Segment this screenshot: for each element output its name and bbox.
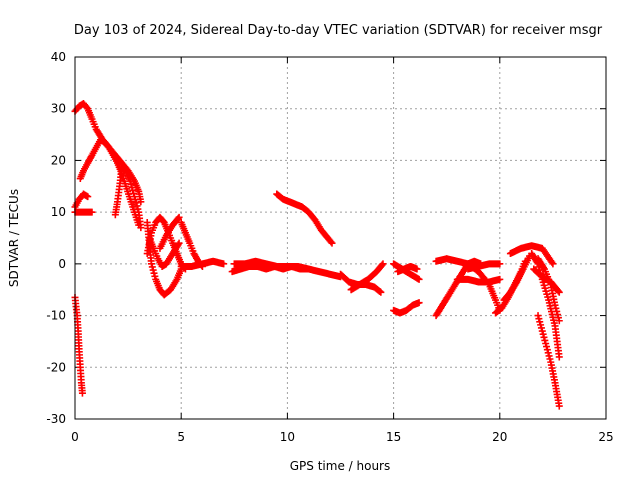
- data-point: [137, 224, 145, 232]
- x-tick-label: 0: [71, 430, 79, 444]
- series-arc-aa: [506, 242, 557, 268]
- data-point: [88, 208, 96, 216]
- y-tick-label: 10: [51, 205, 66, 219]
- data-point: [377, 288, 385, 296]
- series-arc-z: [500, 252, 534, 304]
- series-arc-c: [71, 190, 92, 211]
- chart-title: Day 103 of 2024, Sidereal Day-to-day VTE…: [74, 23, 603, 38]
- x-tick-label: 20: [492, 430, 507, 444]
- series-arc-d: [71, 208, 96, 216]
- data-point: [328, 239, 336, 247]
- data-point: [174, 214, 182, 222]
- data-point: [379, 260, 387, 268]
- series-arc-o: [273, 190, 336, 247]
- data-point: [78, 389, 86, 397]
- data-point: [496, 275, 504, 283]
- y-tick-label: 40: [51, 50, 66, 64]
- series-arc-n: [230, 257, 344, 281]
- series-arc-f: [111, 164, 145, 232]
- plot-frame: [74, 56, 607, 420]
- series-arc-x: [464, 260, 504, 273]
- series-arc-e: [76, 136, 143, 229]
- series-arc-t: [394, 262, 421, 276]
- data-point: [549, 260, 557, 268]
- data-point: [539, 264, 547, 272]
- data-point: [555, 402, 563, 410]
- y-tick-label: 30: [51, 102, 66, 116]
- data-point: [413, 265, 421, 273]
- data-point: [84, 193, 92, 201]
- series-arc-w: [453, 275, 504, 286]
- x-tick-label: 10: [280, 430, 295, 444]
- grid-lines: [75, 57, 606, 419]
- y-tick-label: -30: [46, 412, 66, 426]
- data-point: [378, 261, 386, 269]
- series-arc-j: [156, 213, 183, 252]
- data-point: [220, 260, 228, 268]
- series-arc-r: [390, 299, 423, 317]
- y-tick-label: -10: [46, 309, 66, 323]
- y-tick-label: 20: [51, 153, 66, 167]
- data-point: [137, 198, 145, 206]
- data-markers: [71, 100, 563, 410]
- data-point: [327, 238, 335, 246]
- y-axis-label: SDTVAR / TECUs: [7, 189, 21, 287]
- data-point: [415, 275, 423, 283]
- data-point: [496, 260, 504, 268]
- x-tick-label: 5: [177, 430, 185, 444]
- series-arc-q: [347, 260, 387, 294]
- x-axis-ticks: 0 5 10 15 20 25: [71, 57, 614, 444]
- series-arc-bb: [528, 250, 563, 361]
- data-point: [555, 317, 563, 325]
- data-point: [555, 353, 563, 361]
- series-arc-cc: [534, 312, 563, 410]
- y-tick-label: -20: [46, 360, 66, 374]
- x-tick-label: 15: [386, 430, 401, 444]
- series-arc-l: [177, 257, 228, 270]
- series-arc-a: [71, 293, 86, 397]
- data-point: [175, 213, 183, 221]
- data-point: [415, 299, 423, 307]
- x-axis-label: GPS time / hours: [290, 459, 391, 473]
- x-tick-label: 25: [598, 430, 613, 444]
- y-tick-label: 0: [58, 257, 66, 271]
- data-point: [555, 288, 563, 296]
- series-arc-ee: [530, 265, 563, 296]
- y-axis-ticks: -30 -20 -10 0 10 20 30 40: [46, 50, 606, 426]
- data-point: [175, 239, 183, 247]
- data-point: [554, 287, 562, 295]
